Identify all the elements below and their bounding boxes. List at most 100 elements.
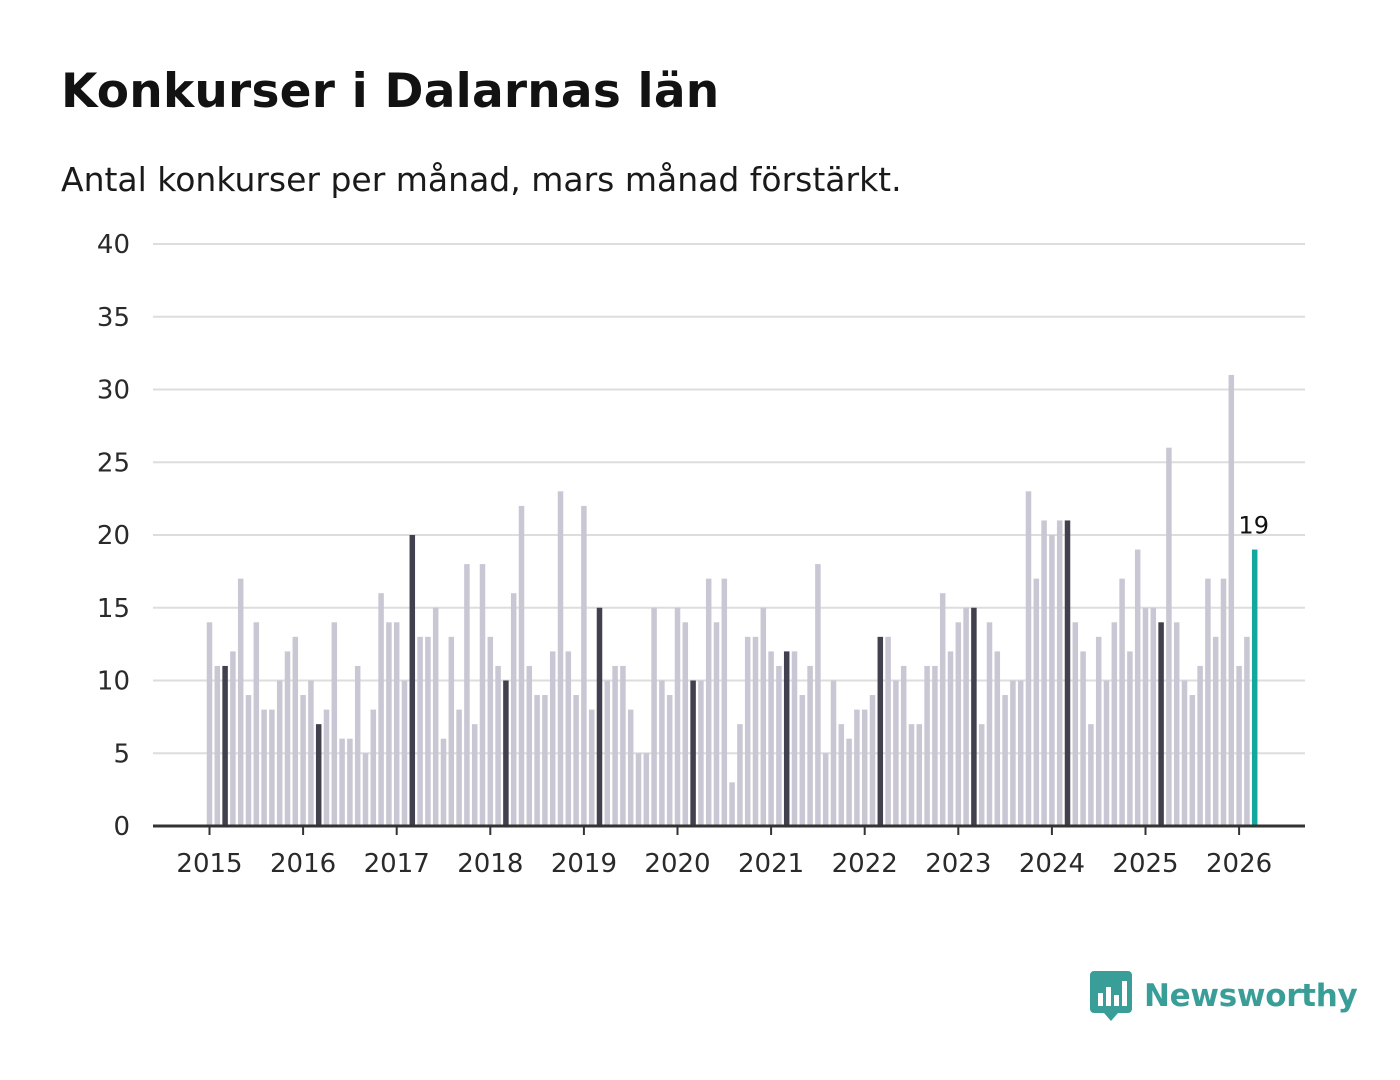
bar [947, 651, 954, 826]
bar [417, 636, 423, 826]
bar [939, 593, 946, 826]
y-axis-ticks: 0 5 10 15 20 25 30 35 40 [97, 230, 130, 842]
bar [386, 622, 392, 826]
bar [612, 665, 618, 826]
bar [651, 607, 657, 826]
bar [1166, 447, 1172, 826]
bar [378, 593, 384, 826]
grid-lines [153, 243, 1305, 755]
bar [1088, 724, 1094, 826]
bar [1189, 695, 1196, 826]
bar [768, 651, 774, 826]
bar [1220, 578, 1227, 826]
bar [885, 636, 891, 826]
newsworthy-brand[interactable]: Newsworthy [1090, 970, 1358, 1022]
brand-name: Newsworthy [1144, 978, 1358, 1014]
bar [300, 695, 306, 826]
bar [588, 709, 595, 826]
x-tick-label: 2023 [925, 849, 991, 879]
bar [908, 724, 915, 826]
bar [432, 607, 439, 826]
bar [503, 680, 509, 826]
bar [1095, 636, 1102, 826]
bar [1103, 680, 1110, 826]
y-tick-label: 25 [97, 448, 130, 478]
bar [448, 636, 455, 826]
bar [549, 651, 556, 826]
bar [471, 724, 478, 826]
bar [807, 665, 813, 826]
bar [698, 680, 704, 826]
x-tick-label: 2022 [832, 849, 898, 879]
newsworthy-logo-icon [1090, 971, 1132, 1021]
y-tick-label: 40 [97, 230, 130, 260]
bar [315, 724, 322, 826]
x-tick-label: 2021 [738, 849, 804, 879]
bars [206, 374, 1258, 826]
bar [1002, 695, 1008, 826]
bar [846, 738, 852, 826]
bar [1212, 636, 1219, 826]
bar [986, 622, 993, 826]
bar [276, 680, 283, 826]
bar [308, 680, 314, 826]
bar [214, 665, 221, 826]
bar [1197, 665, 1203, 826]
bar [1236, 665, 1242, 826]
bar [565, 651, 572, 826]
data-labels: 19 [1238, 512, 1269, 540]
bar [534, 695, 540, 826]
y-tick-label: 10 [97, 667, 130, 697]
bar [869, 695, 876, 826]
bar [1228, 374, 1235, 826]
bar [776, 665, 782, 826]
bar [557, 491, 564, 826]
y-tick-label: 15 [97, 594, 130, 624]
bar [518, 505, 525, 826]
bar [206, 622, 213, 826]
bar [409, 535, 416, 826]
bar [729, 782, 735, 826]
bar [401, 680, 408, 826]
bar [339, 738, 345, 826]
bar [1158, 622, 1164, 826]
bar [1173, 622, 1180, 826]
bar [854, 709, 860, 826]
bar [1205, 578, 1211, 826]
bar [284, 651, 291, 826]
y-tick-label: 0 [113, 812, 130, 842]
bar [659, 680, 665, 826]
bar [222, 665, 228, 826]
bar [760, 607, 767, 826]
bar [1251, 549, 1258, 826]
bar [635, 753, 642, 826]
bar [362, 753, 369, 826]
y-tick-label: 30 [97, 376, 130, 406]
x-tick-label: 2018 [457, 849, 523, 879]
bar [877, 636, 884, 826]
x-tick-label: 2024 [1019, 849, 1085, 879]
bar [292, 636, 299, 826]
x-tick-label: 2026 [1206, 849, 1272, 879]
x-tick-label: 2020 [644, 849, 710, 879]
x-tick-label: 2025 [1112, 849, 1178, 879]
bar [822, 753, 829, 826]
bar [526, 665, 533, 826]
bar [1142, 607, 1149, 826]
bar [573, 695, 579, 826]
bar [682, 622, 689, 826]
bar [253, 622, 260, 826]
bar [393, 622, 400, 826]
bar [620, 665, 626, 826]
bar [978, 724, 985, 826]
bar [690, 680, 696, 826]
chart-subtitle: Antal konkurser per månad, mars månad fö… [61, 160, 902, 199]
bar [627, 709, 634, 826]
y-tick-label: 20 [97, 521, 130, 551]
bar [1033, 578, 1040, 826]
bar [783, 651, 790, 826]
bar [261, 709, 267, 826]
bar [1056, 520, 1063, 826]
bar [440, 738, 447, 826]
